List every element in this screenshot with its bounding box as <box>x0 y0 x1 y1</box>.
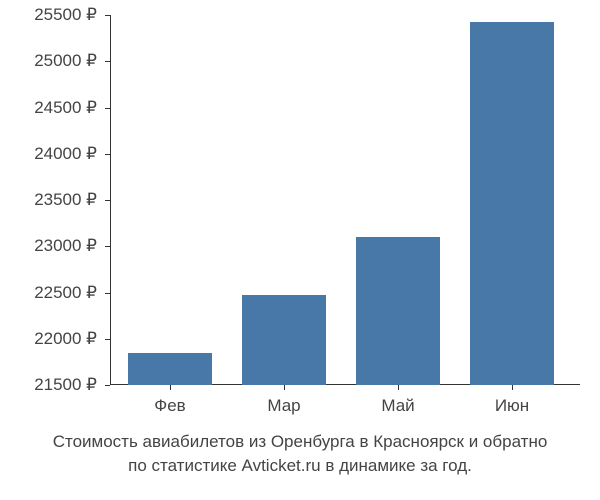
x-tick-label: Май <box>381 396 414 416</box>
y-tick-mark <box>105 246 110 247</box>
caption-line-1: Стоимость авиабилетов из Оренбурга в Кра… <box>0 430 600 454</box>
x-tick-mark <box>512 385 513 390</box>
y-tick-mark <box>105 293 110 294</box>
y-axis: 21500 ₽22000 ₽22500 ₽23000 ₽23500 ₽24000… <box>0 15 105 385</box>
y-tick-label: 22500 ₽ <box>34 283 97 303</box>
y-tick-mark <box>105 385 110 386</box>
x-axis: Фев Мар Май Июн <box>110 390 580 420</box>
y-tick-mark <box>105 339 110 340</box>
y-tick-mark <box>105 200 110 201</box>
y-tick-mark <box>105 15 110 16</box>
bar <box>470 22 554 385</box>
caption-line-2: по статистике Avticket.ru в динамике за … <box>0 454 600 478</box>
y-tick-mark <box>105 61 110 62</box>
x-tick-mark <box>284 385 285 390</box>
y-tick-label: 25500 ₽ <box>34 5 97 25</box>
price-chart: 21500 ₽ 22000 ₽ 22500 ₽ 23000 ₽ 23500 ₽ 24000… <box>0 0 600 420</box>
x-tick-mark <box>170 385 171 390</box>
y-tick-label: 25000 ₽ <box>34 51 97 71</box>
y-tick-mark <box>105 154 110 155</box>
y-tick-label: 21500 ₽ <box>34 375 97 395</box>
y-tick-label: 22000 ₽ <box>34 329 97 349</box>
x-tick-label: Фев <box>154 396 185 416</box>
bar <box>128 353 212 385</box>
chart-caption: Стоимость авиабилетов из Оренбурга в Кра… <box>0 430 600 478</box>
plot-area <box>110 15 580 385</box>
x-tick-label: Мар <box>267 396 300 416</box>
x-tick-label: Июн <box>495 396 529 416</box>
y-tick-label: 24000 ₽ <box>34 144 97 164</box>
y-tick-label: 24500 ₽ <box>34 98 97 118</box>
bar <box>242 295 326 385</box>
bar <box>356 237 440 385</box>
y-tick-label: 23500 ₽ <box>34 190 97 210</box>
y-tick-mark <box>105 108 110 109</box>
y-axis-line <box>110 15 111 385</box>
x-tick-mark <box>398 385 399 390</box>
y-tick-label: 23000 ₽ <box>34 236 97 256</box>
